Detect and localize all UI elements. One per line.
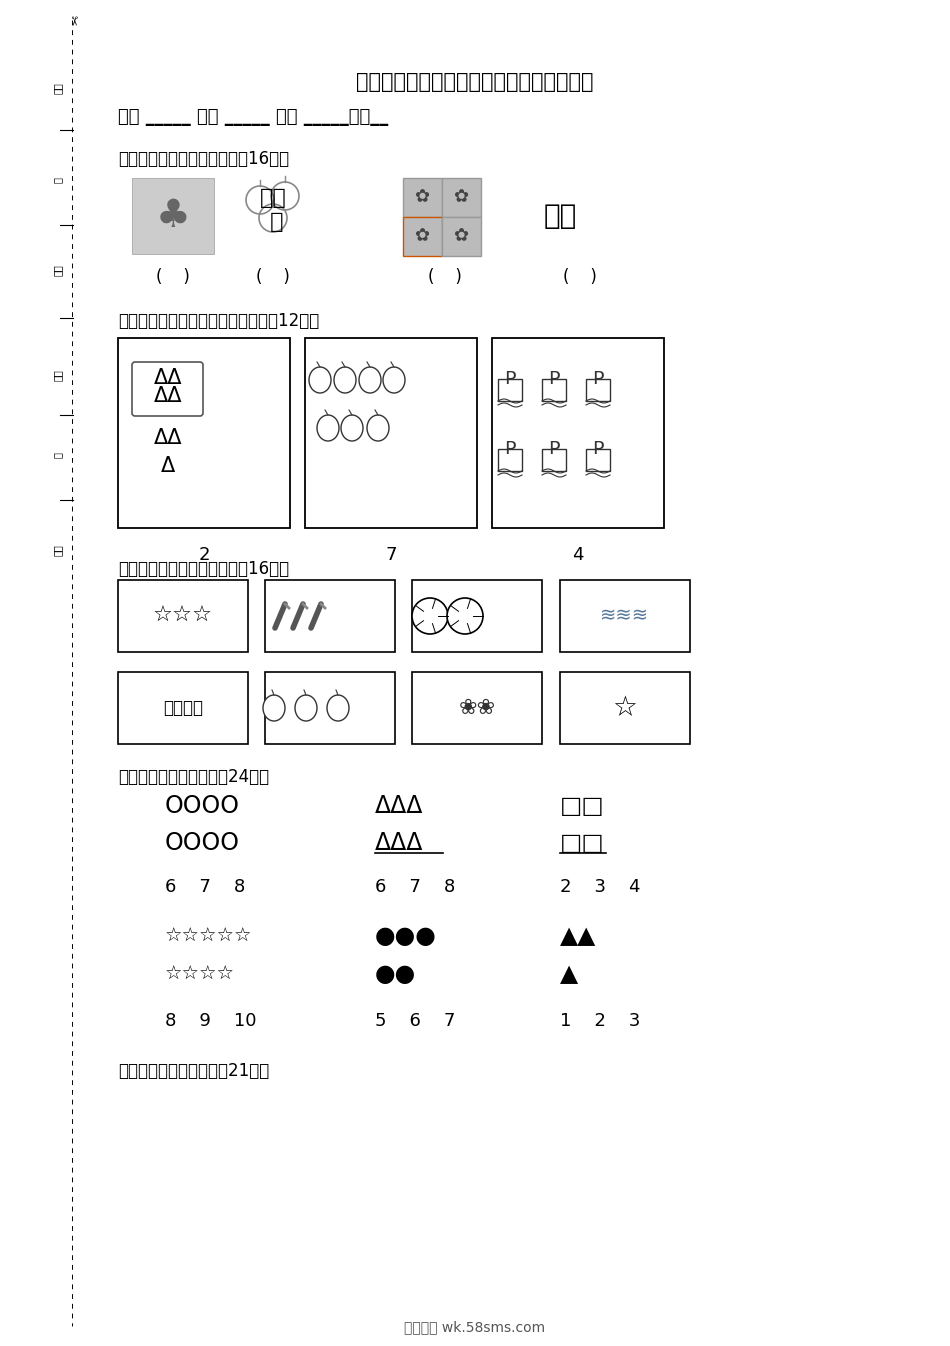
Bar xyxy=(498,380,522,401)
Text: ⊕: ⊕ xyxy=(168,213,178,223)
Text: ᴾ: ᴾ xyxy=(548,441,560,471)
Bar xyxy=(542,450,566,471)
Bar xyxy=(265,672,395,744)
Text: (    ): ( ) xyxy=(156,268,190,285)
Text: (    ): ( ) xyxy=(256,268,290,285)
Text: 8    9    10: 8 9 10 xyxy=(165,1012,256,1030)
Text: 五、比一比，填一填。（21分）: 五、比一比，填一填。（21分） xyxy=(118,1062,269,1079)
Text: ▲▲: ▲▲ xyxy=(560,923,597,948)
FancyBboxPatch shape xyxy=(132,362,203,416)
Text: 五八文库 wk.58sms.com: 五八文库 wk.58sms.com xyxy=(405,1320,545,1334)
Text: ☆☆☆☆☆: ☆☆☆☆☆ xyxy=(165,926,253,945)
Text: ΔΔΔ: ΔΔΔ xyxy=(375,830,424,855)
Bar xyxy=(118,338,290,528)
Text: 7: 7 xyxy=(386,546,397,564)
Bar xyxy=(305,338,477,528)
Bar xyxy=(403,178,442,217)
Circle shape xyxy=(412,598,448,634)
Text: 二、照样子圈一圈（看数圈图）。（12分）: 二、照样子圈一圈（看数圈图）。（12分） xyxy=(118,312,319,330)
Text: 6    7    8: 6 7 8 xyxy=(375,878,455,896)
Text: OOOO: OOOO xyxy=(165,794,240,818)
Text: 4: 4 xyxy=(572,546,583,564)
Text: Δ: Δ xyxy=(161,456,175,476)
Text: ᴾ: ᴾ xyxy=(548,371,560,401)
Text: 四、数一数，圈一圈。（24分）: 四、数一数，圈一圈。（24分） xyxy=(118,769,269,786)
Text: 学校 _____ 班级 _____ 姓名 _____评价__: 学校 _____ 班级 _____ 姓名 _____评价__ xyxy=(118,108,389,127)
Text: 5    6    7: 5 6 7 xyxy=(375,1012,455,1030)
Text: ᴾ: ᴾ xyxy=(592,371,604,401)
Text: ✿: ✿ xyxy=(414,227,429,245)
Bar xyxy=(586,380,610,401)
Bar xyxy=(132,178,214,254)
Text: (    ): ( ) xyxy=(428,268,462,285)
Text: 考号: 考号 xyxy=(53,82,63,94)
Text: ≋≋≋: ≋≋≋ xyxy=(600,607,650,626)
Text: ΔΔ: ΔΔ xyxy=(154,428,182,448)
Bar xyxy=(118,672,248,744)
Text: ✂: ✂ xyxy=(66,15,79,26)
Text: ●●: ●● xyxy=(375,962,416,987)
Bar xyxy=(412,672,542,744)
Text: 1    2    3: 1 2 3 xyxy=(560,1012,640,1030)
Ellipse shape xyxy=(317,415,339,441)
Ellipse shape xyxy=(263,695,285,721)
Text: ▲: ▲ xyxy=(560,962,579,987)
Text: 🎃🎃
 🎃: 🎃🎃 🎃 xyxy=(259,188,286,232)
Ellipse shape xyxy=(359,367,381,393)
Text: ᴾ: ᴾ xyxy=(504,371,516,401)
Bar xyxy=(542,380,566,401)
Text: 订: 订 xyxy=(53,178,63,183)
Bar xyxy=(403,217,442,256)
Text: (    ): ( ) xyxy=(563,268,597,285)
Text: 三、（把同样多的连起来）（16分）: 三、（把同样多的连起来）（16分） xyxy=(118,560,289,577)
Text: ♣: ♣ xyxy=(156,197,190,236)
Ellipse shape xyxy=(383,367,405,393)
Text: ☆☆☆: ☆☆☆ xyxy=(153,606,213,626)
Text: ✿: ✿ xyxy=(453,188,468,206)
Text: 人教版小学数学一年级上册第一单元检测卷: 人教版小学数学一年级上册第一单元检测卷 xyxy=(356,71,594,92)
Text: ᴾ: ᴾ xyxy=(504,441,516,471)
Text: 6    7    8: 6 7 8 xyxy=(165,878,245,896)
Text: 2: 2 xyxy=(199,546,210,564)
Text: 学校: 学校 xyxy=(53,544,63,556)
Text: ☆: ☆ xyxy=(613,695,637,721)
Ellipse shape xyxy=(327,695,349,721)
Text: 🍐🍐🍐🍐: 🍐🍐🍐🍐 xyxy=(163,699,203,717)
Text: ✿: ✿ xyxy=(453,227,468,245)
Bar xyxy=(560,580,690,651)
Text: □□: □□ xyxy=(560,830,605,855)
Bar xyxy=(586,450,610,471)
Bar xyxy=(118,580,248,651)
Bar xyxy=(498,450,522,471)
Bar xyxy=(560,672,690,744)
Text: ΔΔ: ΔΔ xyxy=(154,386,182,406)
Text: 一、看图数一数，写一写。（16分）: 一、看图数一数，写一写。（16分） xyxy=(118,149,289,168)
Bar xyxy=(492,338,664,528)
Text: ᴾ: ᴾ xyxy=(592,441,604,471)
Ellipse shape xyxy=(341,415,363,441)
Text: ☆☆☆☆: ☆☆☆☆ xyxy=(165,965,235,984)
Ellipse shape xyxy=(295,695,317,721)
Ellipse shape xyxy=(309,367,331,393)
Bar xyxy=(265,580,395,651)
Text: OOOO: OOOO xyxy=(165,830,240,855)
Ellipse shape xyxy=(367,415,389,441)
Text: ΔΔ: ΔΔ xyxy=(154,367,182,388)
Text: 班级: 班级 xyxy=(53,369,63,381)
Bar xyxy=(442,178,481,217)
Text: 2    3    4: 2 3 4 xyxy=(560,878,640,896)
Bar xyxy=(442,217,481,256)
Text: □□: □□ xyxy=(560,794,605,818)
Ellipse shape xyxy=(334,367,356,393)
Circle shape xyxy=(447,598,483,634)
Text: 装: 装 xyxy=(53,452,63,458)
Bar xyxy=(412,580,542,651)
Text: 姓名: 姓名 xyxy=(53,264,63,276)
Text: ●●●: ●●● xyxy=(375,923,437,948)
Text: ΔΔΔ: ΔΔΔ xyxy=(375,794,424,818)
Text: ❀❀: ❀❀ xyxy=(458,699,496,717)
Text: 🐟🐟: 🐟🐟 xyxy=(543,202,577,230)
Text: ✿: ✿ xyxy=(414,188,429,206)
